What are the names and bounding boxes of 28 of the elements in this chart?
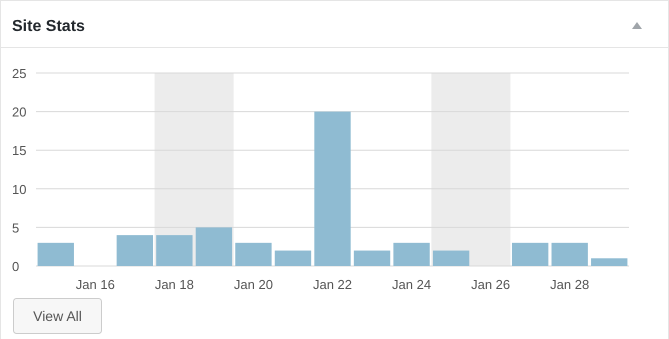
chart-title: Site Stats [12,18,86,35]
x-tick-label: Jan 20 [234,277,273,292]
bar [512,242,548,266]
bar [116,235,154,266]
bar [552,242,588,266]
bar [354,250,390,266]
bar [432,250,470,266]
bar [156,235,193,266]
bar [196,227,232,266]
bar [393,242,430,266]
x-tick-label: Jan 18 [154,277,194,292]
x-tick-label: Jan 28 [550,277,590,292]
x-tick-label: Jan 16 [76,277,115,292]
x-tick-label: Jan 22 [312,277,352,292]
text: View All [33,308,82,324]
bar [38,242,74,266]
x-tick-label: Jan 26 [471,277,510,292]
bar [274,250,312,266]
bar [591,258,628,266]
bar [314,112,351,266]
y-tick-label: 15 [12,143,26,158]
y-tick-label: 25 [12,66,26,81]
y-tick-label: 0 [12,259,20,274]
x-tick-label: Jan 24 [392,277,432,292]
y-tick-label: 10 [12,182,26,197]
y-tick-label: 5 [12,220,20,236]
bar [235,242,272,266]
y-tick-label: 20 [12,104,26,120]
